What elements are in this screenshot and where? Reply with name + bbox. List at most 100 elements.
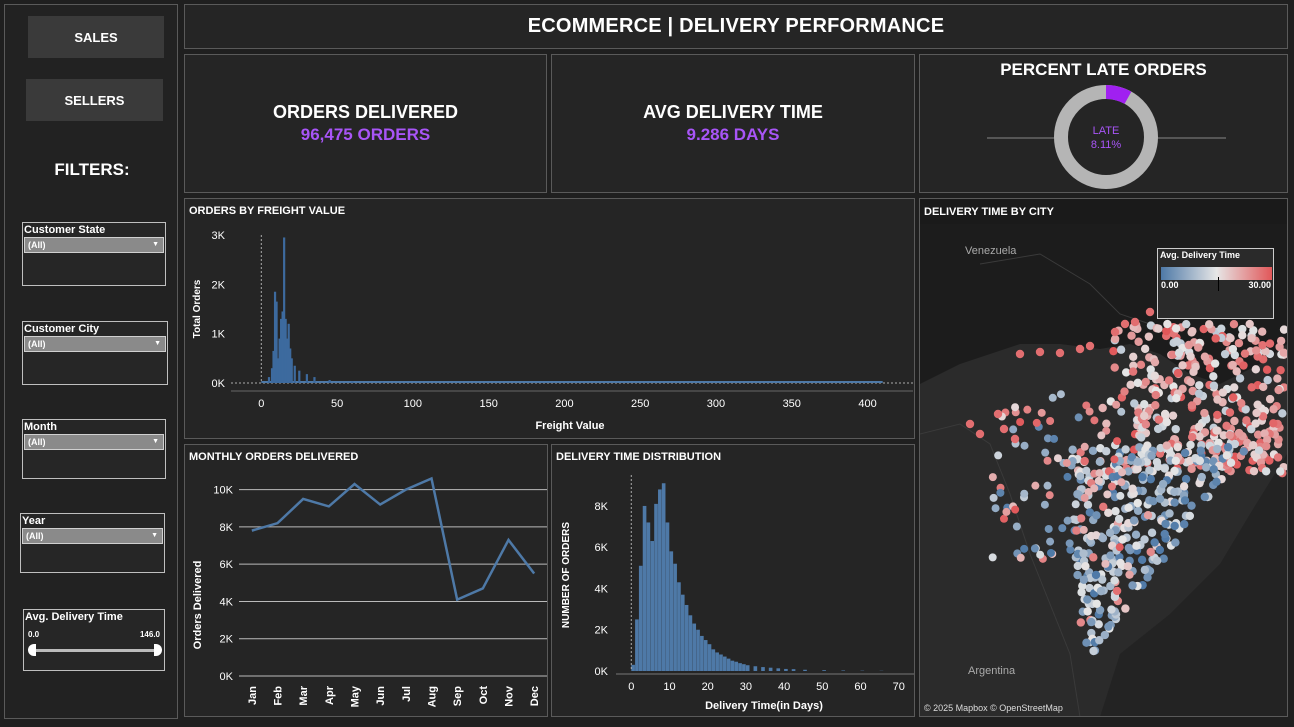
monthly-x-tick: Apr [324,685,336,705]
city-dot [999,424,1009,434]
city-dot [1210,359,1220,368]
city-dot [1159,554,1168,563]
distribution-bar [791,669,796,671]
city-dot [1228,344,1238,354]
city-dot [1195,456,1205,465]
slider-track[interactable] [30,649,160,652]
city-dot [1229,393,1238,402]
city-dot [1163,319,1172,329]
city-dot [1058,524,1067,533]
distribution-x-tick: 10 [663,681,675,693]
city-dot [1092,511,1101,520]
freight-bar [305,374,308,383]
freight-bar [284,318,287,383]
city-dot [1265,394,1275,404]
city-dot [1171,538,1180,547]
sellers-button[interactable]: SELLERS [26,79,163,121]
city-dot [1079,525,1088,534]
distribution-bar [822,670,826,671]
monthly-y-tick: 8K [220,522,234,534]
city-dot [1262,365,1272,374]
freight-y-tick: 2K [212,279,226,291]
city-dot [1225,430,1234,440]
city-dot [1229,383,1239,392]
city-dot [1113,437,1122,446]
city-dot [1133,457,1143,466]
monthly-y-tick: 0K [220,671,234,683]
slider-handle-min[interactable] [28,644,36,656]
slider-handle-max[interactable] [154,644,162,656]
late-donut-chart: LATE 8.11% [987,85,1226,189]
distribution-x-tick: 50 [816,681,828,693]
distribution-bar [631,664,635,671]
city-dot [1173,368,1183,378]
monthly-x-tick: Dec [529,686,541,706]
city-dot [1143,441,1152,450]
year-select[interactable]: (All) ▼ [22,528,163,544]
city-dot [1251,419,1260,428]
monthly-x-tick: Feb [273,686,285,706]
city-dot [1130,399,1139,408]
city-dot [1079,575,1089,584]
city-dot [1020,489,1029,498]
distribution-bar [692,623,697,671]
city-dot [1200,408,1209,418]
city-dot [1187,432,1197,442]
monthly-y-tick: 4K [220,596,234,608]
city-dot [1115,543,1124,552]
city-dot [1187,401,1197,410]
freight-x-tick: 0 [258,398,264,410]
city-dot [1036,550,1045,559]
month-select[interactable]: (All) ▼ [24,434,164,450]
city-dot [1225,408,1235,417]
distribution-chart: 0 10 20 30 40 50 60 70 0K 2K 4K 6K 8K Delivery Time(… [561,475,914,712]
city-dot [1140,399,1149,409]
city-dot [1259,382,1268,392]
city-dot [1098,403,1107,413]
distribution-bar [753,666,758,671]
city-dot [1258,412,1268,421]
city-dot [1103,490,1112,499]
city-dot [1138,472,1147,482]
distribution-y-tick: 2K [595,625,609,637]
city-dot [1219,431,1228,440]
customer-state-select[interactable]: (All) ▼ [24,237,164,253]
city-dot [1043,434,1052,443]
city-dot [1194,343,1203,352]
monthly-x-tick: Nov [504,685,516,707]
city-dot [1253,400,1262,409]
city-dot [1121,445,1130,454]
city-dot [1116,558,1125,568]
city-dot [1218,388,1228,397]
city-dot [1072,526,1081,535]
city-dot [1080,493,1089,502]
city-dot [1091,570,1101,580]
city-dot [999,514,1008,523]
legend-min: 0.00 [1161,280,1179,290]
city-dot [1095,469,1104,478]
distribution-bar [673,563,677,671]
city-dot [1140,565,1150,575]
monthly-y-tick: 2K [220,634,234,646]
city-dot [1110,455,1119,464]
customer-city-select[interactable]: (All) ▼ [24,336,166,352]
freight-y-tick: 0K [212,378,226,390]
freight-bar [286,338,289,383]
distribution-bar [677,582,681,671]
city-dot [1162,441,1171,450]
filter-label: Avg. Delivery Time [25,611,123,623]
city-dot [1141,420,1151,429]
sales-button[interactable]: SALES [28,16,164,58]
city-dot [993,409,1003,419]
monthly-x-tick: Jul [401,686,413,702]
city-dot [1044,524,1053,533]
city-dot [1016,417,1025,426]
city-dot [1082,401,1091,410]
monthly-x-tick: Jan [247,686,259,705]
city-dot [1235,374,1245,383]
freight-bar [278,338,281,383]
city-dot [1120,319,1130,329]
city-dot [1094,476,1103,485]
city-dot [1030,544,1039,553]
city-dot [1081,561,1090,571]
